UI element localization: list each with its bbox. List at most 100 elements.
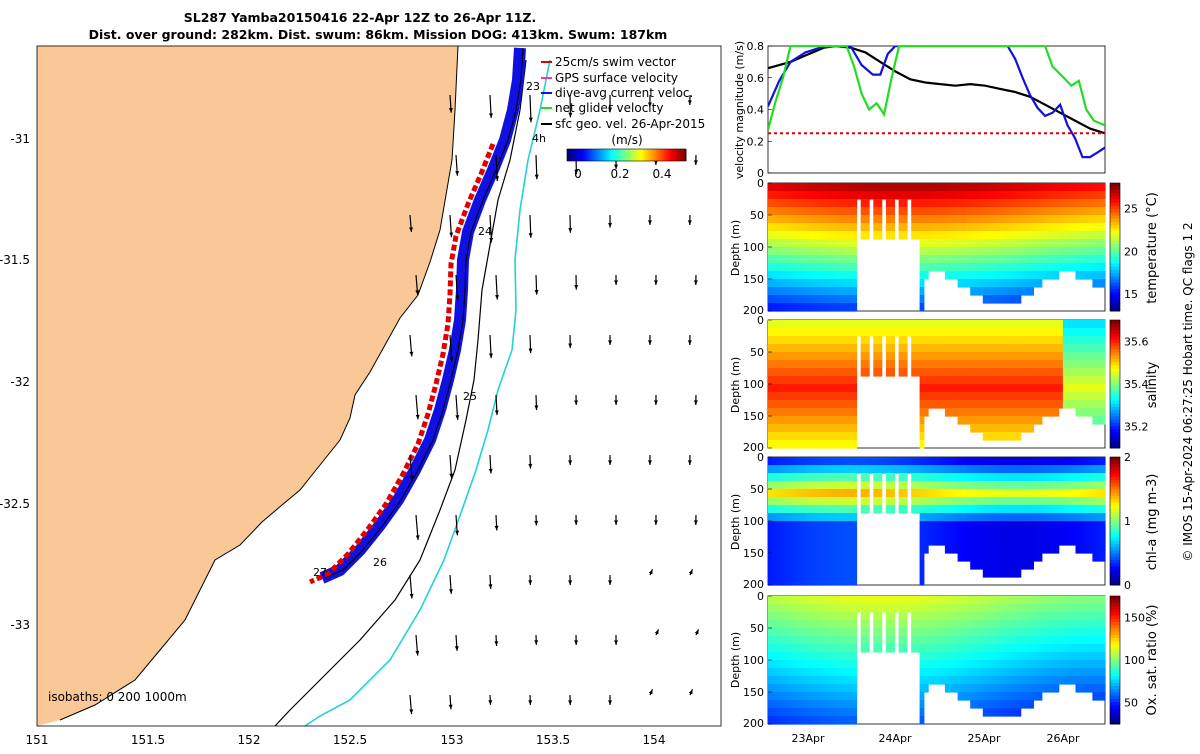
profile-cell <box>920 692 925 701</box>
profile-cell <box>1021 620 1026 629</box>
profile-cell <box>1080 457 1085 466</box>
time-tick: 24Apr <box>878 732 912 745</box>
profile-cell <box>949 231 954 240</box>
profile-cell <box>1029 521 1034 530</box>
profile-cell <box>789 505 794 514</box>
profile-cell <box>899 368 904 377</box>
profile-cell <box>1033 620 1038 629</box>
profile-cell <box>1088 247 1093 256</box>
profile-cell <box>920 716 925 725</box>
profile-cell <box>1101 457 1106 466</box>
profile-cell <box>974 231 979 240</box>
profile-cell <box>970 199 975 208</box>
profile-cell <box>1033 644 1038 653</box>
profile-cell <box>996 279 1001 288</box>
profile-cell <box>852 676 857 685</box>
profile-cell <box>962 692 967 701</box>
profile-cell <box>1071 644 1076 653</box>
profile-cell <box>1055 271 1060 280</box>
profile-cell <box>886 336 891 345</box>
profile-cell <box>970 360 975 369</box>
profile-cell <box>941 529 946 538</box>
profile-cell <box>844 320 849 329</box>
profile-cell <box>814 537 819 546</box>
profile-cell <box>840 328 845 337</box>
profile-cell <box>890 457 895 466</box>
profile-cell <box>1088 497 1093 506</box>
profile-cell <box>798 660 803 669</box>
profile-cell <box>840 577 845 586</box>
profile-cell <box>819 199 824 208</box>
profile-cell <box>991 263 996 272</box>
profile-cell <box>789 668 794 677</box>
profile-cell <box>785 676 790 685</box>
profile-cell <box>823 660 828 669</box>
profile-cell <box>873 465 878 474</box>
profile-cell <box>869 320 874 329</box>
profile-cell <box>996 384 1001 393</box>
profile-cell <box>814 668 819 677</box>
profile-cell <box>932 652 937 661</box>
profile-cell <box>996 489 1001 498</box>
profile-cell <box>823 295 828 304</box>
profile-cell <box>785 684 790 693</box>
profile-cell <box>823 577 828 586</box>
profile-cell <box>1050 612 1055 621</box>
profile-cell <box>932 183 937 192</box>
profile-cell <box>949 545 954 554</box>
profile-cell <box>823 392 828 401</box>
profile-cell <box>920 620 925 629</box>
profile-cell <box>1046 545 1051 554</box>
profile-cell <box>1017 489 1022 498</box>
profile-cell <box>802 553 807 562</box>
profile-cell <box>899 183 904 192</box>
depth-tick: 0 <box>757 177 764 190</box>
profile-cell <box>1055 489 1060 498</box>
profile-cell <box>1046 636 1051 645</box>
profile-cell <box>823 416 828 425</box>
profile-cell <box>785 465 790 474</box>
profile-cell <box>802 183 807 192</box>
profile-cell <box>1046 328 1051 337</box>
profile-cell <box>920 457 925 466</box>
profile-cell <box>848 700 853 709</box>
profile-cell <box>890 336 895 345</box>
profile-cell <box>789 473 794 482</box>
profile-cell <box>903 481 908 490</box>
profile-cell <box>819 553 824 562</box>
profile-cell <box>852 384 857 393</box>
profile-cell <box>789 400 794 409</box>
profile-cell <box>962 384 967 393</box>
profile-cell <box>996 676 1001 685</box>
profile-cell <box>1101 521 1106 530</box>
profile-cell <box>1101 223 1106 232</box>
profile-cell <box>920 247 925 256</box>
profile-cell <box>785 569 790 578</box>
profile-cell <box>1042 521 1047 530</box>
profile-cell <box>1029 247 1034 256</box>
profile-cell <box>979 408 984 417</box>
profile-cell <box>781 231 786 240</box>
profile-cell <box>798 716 803 725</box>
profile-cell <box>1063 344 1068 353</box>
profile-cell <box>1038 620 1043 629</box>
profile-cell <box>814 440 819 449</box>
profile-cell <box>781 400 786 409</box>
profile-cell <box>996 432 1001 441</box>
profile-cell <box>890 320 895 329</box>
profile-cell <box>1092 239 1097 248</box>
profile-cell <box>840 465 845 474</box>
profile-cell <box>776 553 781 562</box>
profile-cell <box>1050 676 1055 685</box>
profile-cell <box>814 416 819 425</box>
profile-cell <box>861 336 866 345</box>
profile-cell <box>1025 457 1030 466</box>
profile-cell <box>798 457 803 466</box>
profile-cell <box>802 239 807 248</box>
profile-cell <box>979 360 984 369</box>
profile-cell <box>1080 368 1085 377</box>
profile-cell <box>903 473 908 482</box>
profile-cell <box>802 320 807 329</box>
profile-cell <box>831 636 836 645</box>
profile-cell <box>810 392 815 401</box>
